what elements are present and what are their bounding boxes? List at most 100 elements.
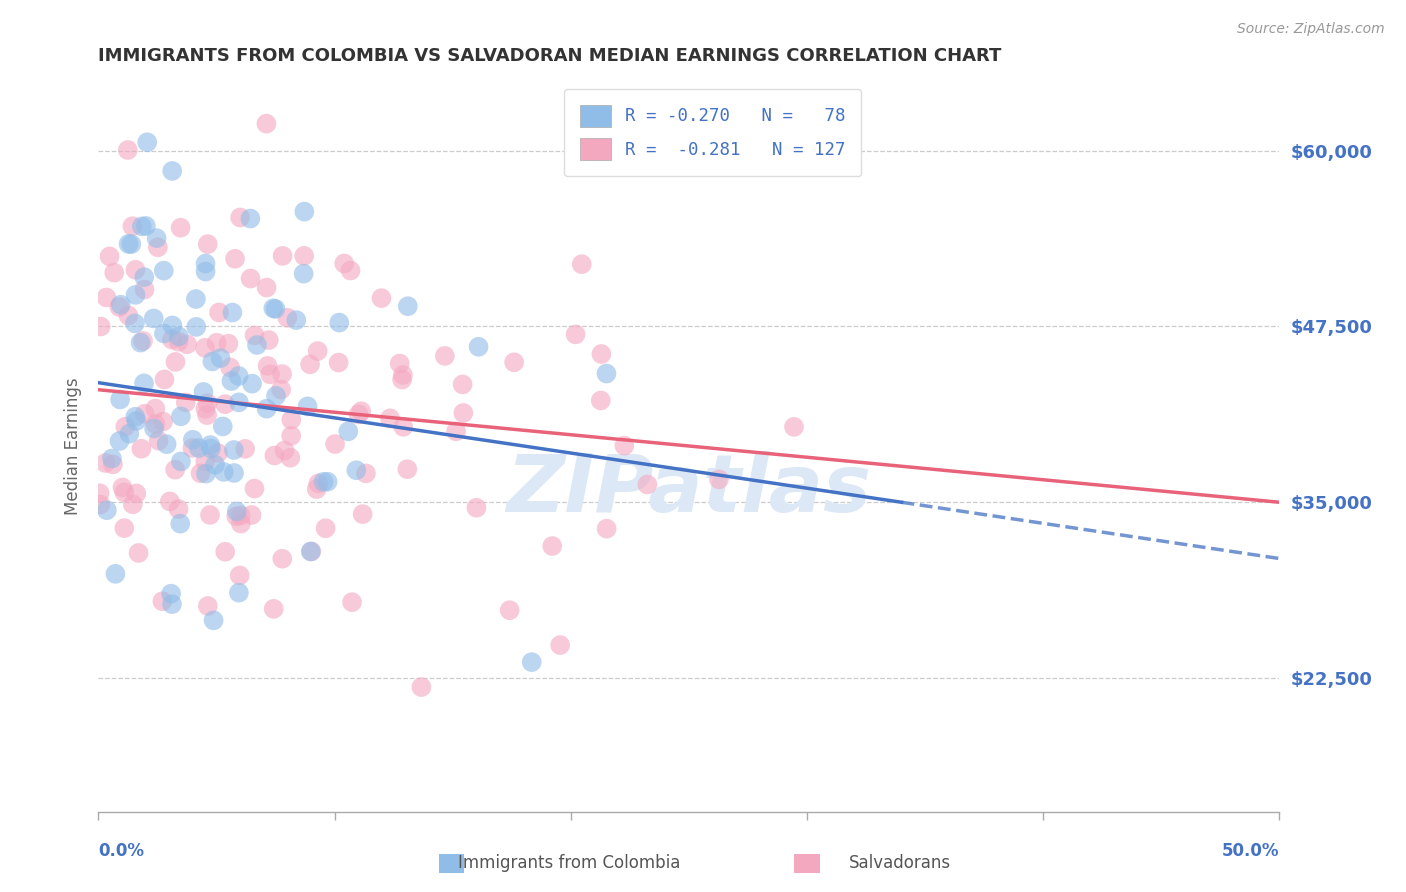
Point: [201, 354, 224, 368]
Point: [259, 368, 281, 382]
Point: [169, 220, 191, 235]
Point: [280, 413, 302, 427]
Point: [217, 336, 239, 351]
Point: [350, 404, 373, 418]
Point: [589, 393, 612, 408]
Point: [153, 326, 176, 341]
Point: [96, 290, 118, 304]
Point: [194, 341, 217, 355]
Point: [214, 397, 236, 411]
Point: [134, 283, 156, 297]
Point: [146, 240, 169, 254]
Point: [276, 310, 298, 325]
Point: [128, 546, 150, 560]
Point: [347, 408, 370, 422]
Point: [90, 319, 112, 334]
Point: [591, 347, 613, 361]
Point: [229, 516, 252, 531]
Point: [165, 355, 187, 369]
Point: [132, 376, 155, 391]
Point: [254, 117, 277, 131]
Point: [167, 334, 190, 349]
Point: [200, 438, 222, 452]
Point: [273, 443, 295, 458]
Text: Immigrants from Colombia: Immigrants from Colombia: [458, 855, 681, 872]
Point: [636, 477, 658, 491]
Point: [131, 442, 153, 456]
Point: [132, 334, 155, 348]
Point: [89, 498, 111, 512]
Point: [108, 300, 131, 314]
Point: [451, 377, 474, 392]
Point: [224, 252, 246, 266]
Point: [170, 409, 193, 424]
Point: [169, 516, 191, 531]
Point: [240, 376, 263, 391]
Point: [297, 400, 319, 414]
Point: [315, 521, 337, 535]
Point: [194, 256, 217, 270]
Point: [197, 599, 219, 613]
Point: [152, 415, 174, 429]
Point: [271, 551, 294, 566]
Point: [307, 344, 329, 359]
Point: [134, 407, 156, 421]
Point: [170, 454, 193, 468]
Point: [312, 475, 335, 489]
Point: [328, 316, 350, 330]
Point: [292, 267, 315, 281]
Point: [184, 292, 207, 306]
Point: [228, 368, 250, 383]
Text: ZIPatlas: ZIPatlas: [506, 450, 872, 529]
Point: [233, 442, 256, 456]
Point: [292, 249, 315, 263]
Point: [352, 507, 374, 521]
Point: [111, 480, 134, 494]
Point: [541, 539, 564, 553]
Point: [344, 463, 367, 477]
Point: [129, 335, 152, 350]
Point: [153, 372, 176, 386]
Point: [270, 383, 292, 397]
Point: [392, 419, 415, 434]
Point: [305, 482, 328, 496]
Point: [256, 359, 278, 373]
Point: [257, 333, 280, 347]
Point: [548, 638, 571, 652]
Point: [131, 219, 153, 234]
Point: [174, 395, 197, 409]
Point: [595, 367, 617, 381]
Point: [124, 317, 146, 331]
Point: [193, 384, 215, 399]
Point: [125, 486, 148, 500]
Point: [239, 271, 262, 285]
Point: [256, 401, 278, 416]
Point: [253, 31, 276, 45]
Point: [110, 298, 132, 312]
Point: [228, 585, 250, 599]
Point: [190, 467, 212, 481]
Point: [307, 476, 329, 491]
Point: [299, 357, 322, 371]
Point: [98, 249, 121, 263]
Point: [198, 508, 221, 522]
Point: [187, 441, 209, 455]
Point: [271, 367, 294, 381]
Point: [264, 389, 287, 403]
Point: [108, 434, 131, 448]
Point: [316, 475, 339, 489]
Point: [222, 442, 245, 457]
Text: Source: ZipAtlas.com: Source: ZipAtlas.com: [1237, 22, 1385, 37]
Point: [194, 454, 217, 468]
Point: [195, 408, 218, 422]
Point: [299, 544, 322, 558]
Point: [370, 291, 392, 305]
Point: [202, 613, 225, 627]
Point: [396, 299, 419, 313]
Point: [134, 270, 156, 285]
Point: [391, 372, 413, 386]
Point: [162, 318, 184, 333]
Point: [181, 441, 204, 455]
Point: [112, 521, 135, 535]
Point: [520, 655, 543, 669]
